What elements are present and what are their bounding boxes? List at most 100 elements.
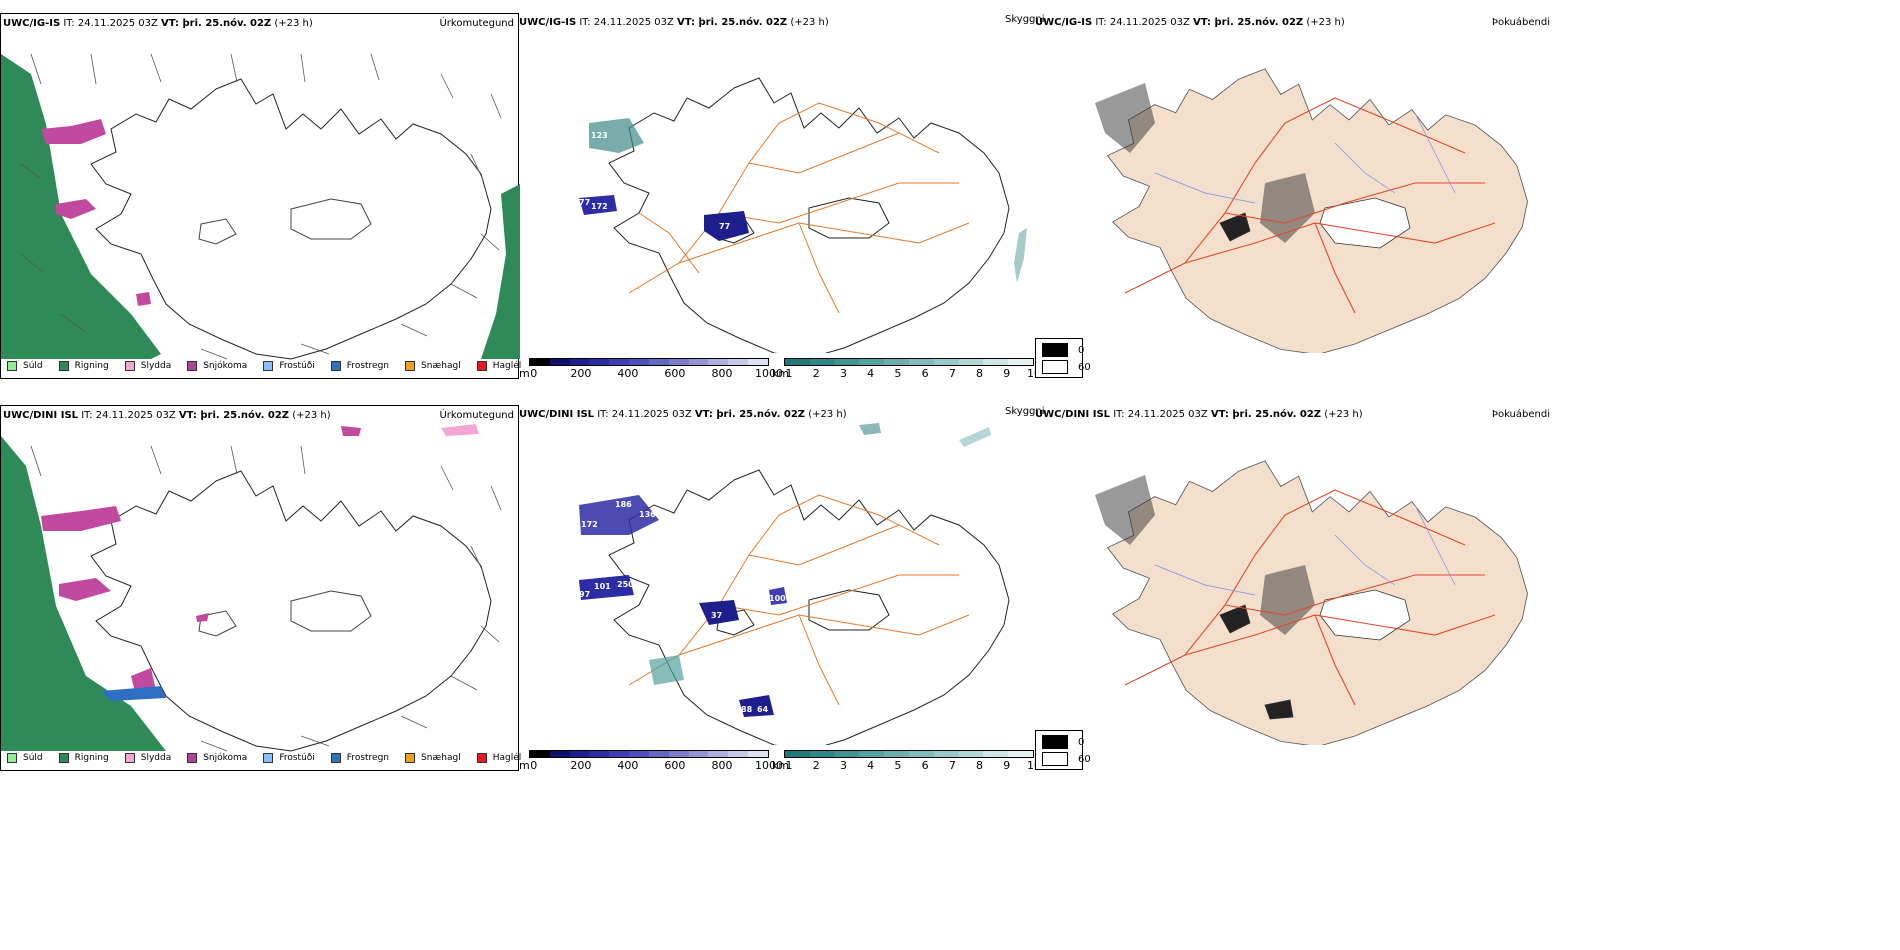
fog-map [1095, 68, 1529, 353]
lead-time: (+23 h) [1303, 17, 1345, 28]
valid-time: VT: þri. 25.nóv. 02Z [1210, 409, 1322, 420]
colorbar-tick: 0 [530, 367, 538, 380]
panel-title-row2: UWC/DINI ISL IT: 24.11.2025 03Z VT: þri.… [3, 410, 331, 422]
legend-label: Frostúði [279, 361, 315, 371]
legend-label: Haglél [492, 361, 522, 371]
valid-time: VT: þri. 25.nóv. 02Z [161, 18, 272, 29]
colorbar-tick: 2 [812, 367, 820, 380]
colorbar-tick: 4 [867, 759, 875, 772]
fog-panel-row2: UWC/DINI ISL IT: 24.11.2025 03Z VT: þri.… [1035, 405, 1550, 771]
colorbar-tick: 600 [664, 367, 686, 380]
model-name: UWC/IG-IS [519, 17, 577, 28]
map-label: 100 [769, 594, 786, 603]
legend-swatch [263, 361, 274, 371]
legend-swatch [187, 361, 198, 371]
precip-type-panel-row2: UWC/DINI ISL IT: 24.11.2025 03Z VT: þri.… [0, 405, 521, 771]
visibility-title: Skyggni [1005, 406, 1045, 417]
colorbar-tick: 800 [711, 367, 733, 380]
legend-item: Haglél [476, 361, 522, 371]
fog-legend-label: 60 [1078, 753, 1091, 765]
precip-legend-row2: Súld Rigning Slydda Snjókoma Frostúði Frostre… [7, 750, 537, 766]
precip-type-title: Úrkomutegund [439, 18, 514, 29]
legend-label: Slydda [140, 361, 172, 371]
visibility-unit: km [772, 759, 790, 772]
valid-time: VT: þri. 25.nóv. 02Z [694, 409, 806, 420]
legend-label: Snjókoma [203, 361, 248, 371]
model-name: UWC/DINI ISL [1035, 409, 1111, 420]
legend-label: Súld [23, 753, 43, 763]
ceiling-colorbar-row1: m 0 200 400 600 800 1000 [519, 358, 783, 380]
fog-legend-swatch [1042, 752, 1068, 766]
legend-label: Haglél [492, 753, 522, 763]
lead-time: (+23 h) [271, 18, 313, 29]
legend-item: Snjókoma [187, 361, 247, 371]
map-label: 186 [615, 500, 632, 509]
map-label: 77 [719, 222, 730, 231]
colorbar-tick: 1 [785, 367, 793, 380]
legend-swatch [263, 753, 274, 763]
valid-time: VT: þri. 25.nóv. 02Z [1193, 17, 1304, 28]
map-label: 167 [615, 111, 632, 120]
legend-swatch [7, 753, 17, 763]
fog-legend-row: 60 [1042, 360, 1091, 374]
legend-swatch [476, 753, 487, 763]
panel-title-row1: UWC/IG-IS IT: 24.11.2025 03Z VT: þri. 25… [3, 18, 313, 30]
fog-legend-swatch [1042, 360, 1068, 374]
panel-title-row2-fog: UWC/DINI ISL IT: 24.11.2025 03Z VT: þri.… [1035, 409, 1363, 421]
colorbar-tick: 1000 [755, 367, 783, 380]
wind-barbs [20, 53, 502, 360]
legend-item: Rigning [58, 361, 109, 371]
legend-item: Súld [7, 361, 43, 371]
map-label: 101 [594, 582, 611, 591]
valid-time: VT: þri. 25.nóv. 02Z [677, 17, 788, 28]
map-label: 88 [741, 705, 753, 714]
init-time: IT: 24.11.2025 03Z [1092, 17, 1194, 28]
legend-item: Frostregn [330, 753, 389, 763]
model-name: UWC/IG-IS [1035, 17, 1093, 28]
lead-time: (+23 h) [787, 17, 829, 28]
lead-time: (+23 h) [289, 410, 331, 421]
fog-legend-label: 0 [1078, 736, 1085, 748]
legend-label: Slydda [140, 753, 172, 763]
legend-label: Snæhagl [421, 361, 461, 371]
colorbar-tick: 3 [839, 759, 847, 772]
init-time: IT: 24.11.2025 03Z [594, 409, 695, 420]
ceiling-unit: m [519, 759, 530, 772]
colorbar-tick: 200 [570, 759, 592, 772]
legend-item: Súld [7, 753, 43, 763]
colorbar-tick: 600 [664, 759, 686, 772]
legend-label: Snæhagl [421, 753, 461, 763]
legend-item: Slydda [124, 753, 172, 763]
legend-label: Rigning [74, 361, 109, 371]
colorbar-tick: 800 [711, 759, 733, 772]
legend-swatch [476, 361, 487, 371]
fog-legend-label: 0 [1078, 344, 1085, 356]
visibility-map: 186 136 172 101 250 97 37 100 88 64 [579, 423, 1010, 745]
fog-legend-row: 0 [1042, 343, 1084, 357]
model-name: UWC/DINI ISL [3, 410, 79, 421]
road-network [628, 102, 970, 314]
colorbar-tick: 6 [921, 759, 929, 772]
lead-time: (+23 h) [1321, 409, 1363, 420]
fog-legend-row: 0 [1042, 735, 1084, 749]
legend-item: Haglél [476, 753, 522, 763]
visibility-colorbar-row2: km 1 2 3 4 5 6 7 8 9 10 [772, 750, 1041, 772]
colorbar-tick: 7 [948, 759, 956, 772]
init-time: IT: 24.11.2025 03Z [60, 18, 162, 29]
init-time: IT: 24.11.2025 03Z [576, 17, 678, 28]
visibility-panel-row2: UWC/DINI ISL IT: 24.11.2025 03Z VT: þri.… [519, 405, 1045, 772]
legend-item: Frostregn [330, 361, 389, 371]
legend-item: Rigning [58, 753, 109, 763]
colorbar-tick: 5 [894, 759, 902, 772]
precip-type-panel-row1: UWC/IG-IS IT: 24.11.2025 03Z VT: þri. 25… [0, 13, 522, 379]
colorbar-tick: 4 [867, 367, 875, 380]
legend-swatch [405, 361, 416, 371]
fog-map [1095, 460, 1529, 745]
legend-swatch [405, 753, 416, 763]
panel-title-row1-vis: UWC/IG-IS IT: 24.11.2025 03Z VT: þri. 25… [519, 17, 829, 29]
colorbar-tick: 1 [785, 759, 793, 772]
colorbar-tick: 5 [894, 367, 902, 380]
legend-item: Frostúði [263, 753, 315, 763]
visibility-colorbar-row1: km 1 2 3 4 5 6 7 8 9 10 [772, 358, 1041, 380]
colorbar-tick: 6 [921, 367, 929, 380]
